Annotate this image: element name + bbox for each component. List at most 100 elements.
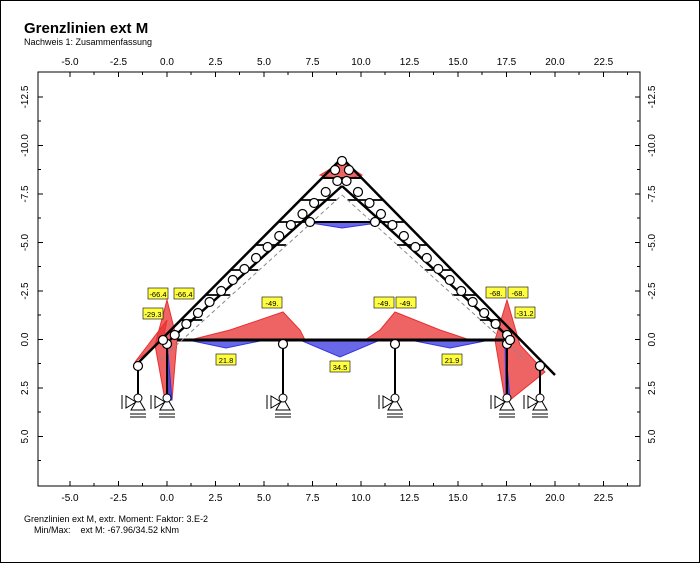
hinge: [389, 338, 401, 350]
y-tick-label: -5.0: [647, 233, 658, 251]
hinge: [343, 164, 355, 176]
y-tick-label: 2.5: [647, 381, 658, 395]
value-label: -66.4: [149, 290, 166, 299]
value-label-box: [514, 306, 536, 319]
x-tick-label: 2.5: [209, 493, 223, 504]
hinge: [204, 296, 215, 308]
member: [341, 157, 556, 376]
y-tick-label: 5.0: [647, 429, 658, 443]
hinge: [535, 393, 545, 403]
y-tick-label: 5.0: [20, 429, 31, 443]
hinge: [309, 197, 320, 209]
x-tick-label: 2.5: [209, 57, 223, 68]
value-label-box: [395, 296, 417, 309]
y-tick-label: 2.5: [20, 381, 31, 395]
hinge: [216, 285, 227, 297]
hinge: [375, 208, 387, 220]
hinge: [504, 334, 516, 346]
hinge: [181, 318, 192, 330]
hinge: [410, 241, 421, 253]
footer-line: Grenzlinien ext M, extr. Moment: Faktor:…: [24, 514, 208, 524]
y-tick-label: 0.0: [647, 332, 658, 346]
hinge: [132, 360, 144, 372]
support: [270, 395, 282, 409]
hinge: [456, 285, 467, 297]
hinge: [329, 164, 341, 176]
x-tick-label: 7.5: [306, 493, 320, 504]
hinge: [332, 175, 343, 187]
subtitle: Nachweis 1: Zusammenfassung: [24, 37, 152, 47]
x-tick-label: -5.0: [61, 57, 79, 68]
hinge: [239, 263, 250, 275]
hinge: [227, 274, 238, 286]
hinge: [490, 318, 501, 330]
hinge: [278, 393, 288, 403]
footer-line: Min/Max: ext M: -67.96/34.52 kNm: [34, 525, 179, 535]
hinge: [157, 334, 169, 346]
x-tick-label: 0.0: [160, 57, 174, 68]
hinge: [250, 252, 262, 264]
value-label-box: [173, 287, 195, 300]
x-tick-label: 12.5: [400, 493, 420, 504]
hinge: [369, 216, 381, 228]
x-tick-label: 10.0: [351, 57, 371, 68]
hinge: [502, 393, 512, 403]
value-label-box: [147, 287, 169, 300]
hinge: [336, 155, 348, 167]
x-tick-label: 15.0: [448, 57, 468, 68]
hinge: [444, 274, 455, 286]
value-label-box: [142, 307, 164, 320]
drawing: -5.0 -5.0 -2.5 -2.5 0.0 0.0 2.5 2.5 5.0 5.0 7.5 7.5…: [20, 57, 658, 504]
y-tick-label: -12.5: [647, 85, 658, 108]
value-label: -68.: [512, 289, 525, 298]
x-tick-label: -5.0: [61, 493, 79, 504]
hinge: [364, 197, 375, 209]
x-tick-label: 20.0: [545, 493, 565, 504]
support: [387, 397, 403, 411]
support: [382, 395, 394, 409]
x-tick-label: 17.5: [497, 57, 517, 68]
value-label-box: [261, 296, 283, 309]
y-tick-label: -2.5: [647, 282, 658, 300]
value-label: -49.: [266, 299, 279, 308]
x-tick-label: -2.5: [110, 493, 128, 504]
hinge: [162, 393, 172, 403]
support: [494, 395, 506, 409]
support: [130, 397, 146, 411]
hinge: [479, 307, 490, 319]
y-tick-label: -12.5: [20, 85, 31, 108]
hinge: [285, 219, 296, 231]
hinge: [320, 186, 331, 198]
value-label-box: [441, 353, 463, 366]
title: Grenzlinien ext M: [24, 20, 148, 37]
x-tick-label: 5.0: [257, 493, 271, 504]
x-tick-label: 12.5: [400, 57, 420, 68]
value-label-box: [485, 286, 507, 299]
support: [159, 397, 175, 411]
value-label-box: [215, 353, 237, 366]
hinge: [277, 338, 289, 350]
support: [527, 395, 539, 409]
plot-frame: [37, 71, 641, 487]
support: [154, 395, 166, 409]
value-label-box: [329, 360, 351, 373]
x-tick-label: 0.0: [160, 493, 174, 504]
hinge: [387, 219, 398, 231]
hinge: [169, 329, 180, 341]
x-tick-label: 10.0: [351, 493, 371, 504]
y-tick-label: -7.5: [20, 185, 31, 203]
support: [499, 397, 515, 411]
value-label: -68.: [490, 289, 503, 298]
hinge: [467, 296, 478, 308]
x-tick-label: 22.5: [594, 493, 614, 504]
y-tick-label: -10.0: [647, 134, 658, 157]
hinge: [274, 230, 285, 242]
x-tick-label: 15.0: [448, 493, 468, 504]
hinge: [398, 230, 409, 242]
dashed: [341, 194, 526, 361]
hinge: [133, 393, 143, 403]
y-tick-label: -5.0: [20, 233, 31, 251]
y-tick-label: -10.0: [20, 134, 31, 157]
